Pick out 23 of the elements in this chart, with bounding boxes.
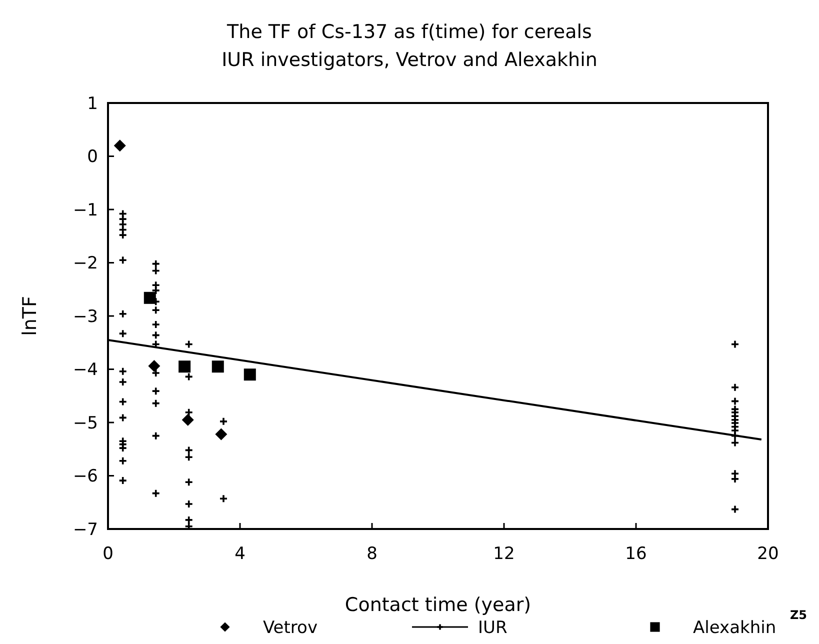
chart-title: The TF of Cs-137 as f(time) for cereals	[226, 21, 592, 43]
y-tick-label: −4	[72, 360, 98, 380]
x-tick-label: 16	[625, 544, 647, 564]
y-tick-label: −1	[72, 200, 98, 220]
y-tick-label: −6	[72, 466, 98, 487]
legend-label: IUR	[478, 618, 508, 638]
legend-label: Vetrov	[263, 618, 318, 638]
x-tick-label: 20	[757, 544, 779, 564]
x-tick-label: 12	[493, 544, 515, 564]
legend-label: Alexakhin	[693, 618, 776, 638]
x-axis-title: Contact time (year)	[344, 594, 532, 616]
text: Z5	[790, 608, 807, 622]
x-tick-label: 8	[366, 544, 378, 564]
y-tick-label: −3	[72, 306, 98, 327]
y-tick-label: −2	[72, 254, 98, 274]
y-tick-label: 0	[87, 147, 98, 168]
x-tick-label: 4	[234, 544, 246, 564]
y-axis-title: lnTF	[19, 296, 41, 336]
x-tick-label: 0	[102, 544, 114, 564]
y-tick-label: −7	[72, 520, 98, 540]
chart-subtitle: IUR investigators, Vetrov and Alexakhin	[222, 49, 598, 71]
y-tick-label: 1	[87, 94, 98, 114]
y-tick-label: −5	[72, 413, 98, 434]
